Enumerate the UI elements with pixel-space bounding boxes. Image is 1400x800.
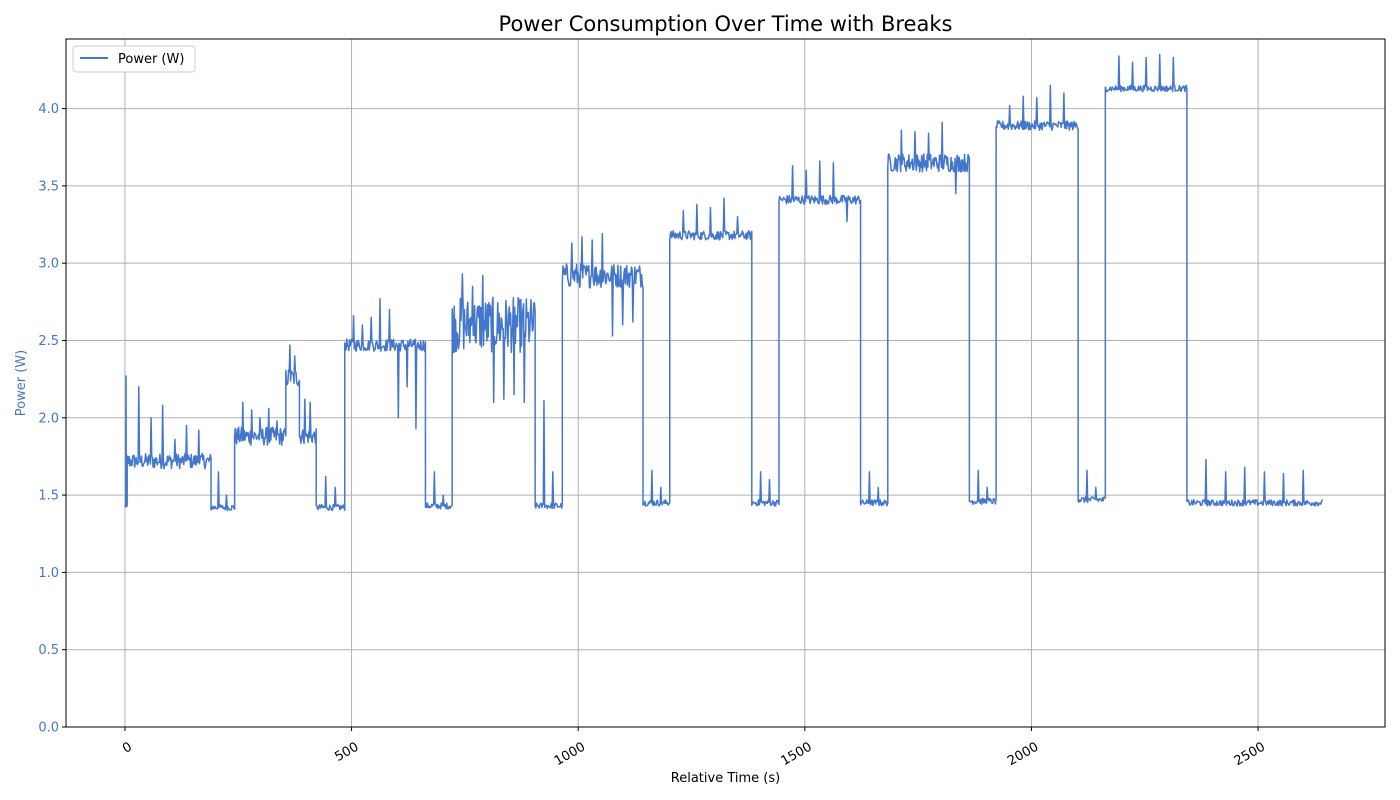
- legend: Power (W): [72, 45, 196, 73]
- legend-label: Power (W): [118, 52, 184, 67]
- y-tick-label: 0.5: [38, 643, 59, 658]
- x-tick-label: 2000: [1005, 740, 1041, 770]
- x-axis-label: Relative Time (s): [671, 771, 780, 786]
- x-tick-label: 0: [120, 740, 135, 757]
- chart-title: Power Consumption Over Time with Breaks: [499, 12, 953, 36]
- plot-frame: [65, 38, 1386, 728]
- x-tick-label: 1500: [779, 740, 815, 770]
- legend-box: [72, 45, 196, 73]
- y-tick-label: 1.0: [38, 566, 59, 581]
- y-tick-label: 2.5: [38, 334, 59, 349]
- y-axis-ticks: 0.0 0.5 1.0 1.5 2.0 2.5 3.0 3.5 4.0: [38, 102, 66, 736]
- y-tick-label: 3.0: [38, 257, 59, 272]
- y-axis-label: Power (W): [14, 350, 29, 416]
- x-tick-label: 1000: [552, 740, 588, 770]
- x-tick-label: 2500: [1232, 740, 1268, 770]
- x-tick-label: 500: [332, 740, 361, 765]
- x-axis-ticks: 0 500 1000 1500 2000 2500: [120, 727, 1268, 769]
- y-tick-label: 0.0: [38, 721, 59, 736]
- y-tick-label: 4.0: [38, 102, 59, 117]
- y-tick-label: 1.5: [38, 489, 59, 504]
- y-tick-label: 3.5: [38, 179, 59, 194]
- series-line-power: [124, 53, 1324, 512]
- y-tick-label: 2.0: [38, 411, 59, 426]
- series-line-layer: [124, 53, 1324, 512]
